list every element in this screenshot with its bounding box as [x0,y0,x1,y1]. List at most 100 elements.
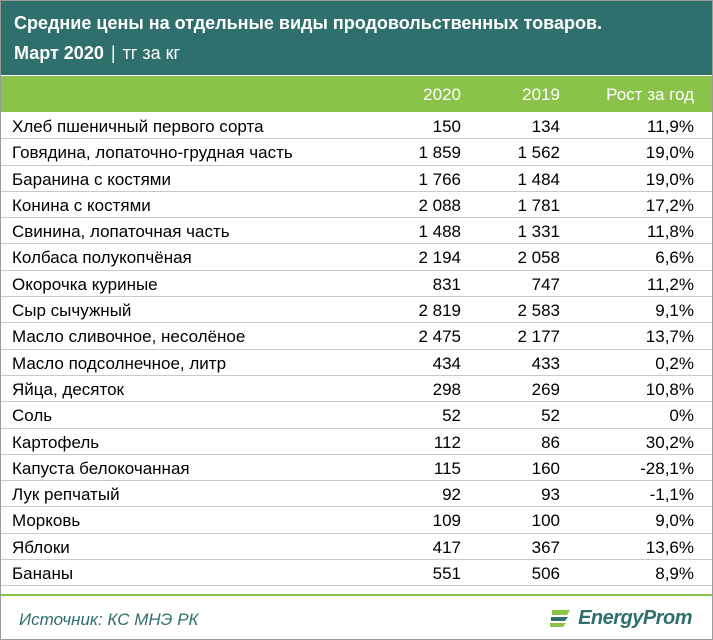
row-name: Баранина с костями [12,169,171,189]
row-name: Сыр сычужный [12,301,132,321]
table-row: Яблоки 417 367 13,6% [1,534,712,561]
energyprom-logo: EnergyProm [548,604,692,632]
table-row: Картофель 112 86 30,2% [1,429,712,455]
row-name: Окорочка куриные [12,274,158,294]
row-value-2020: 150 [432,117,461,136]
table-row: Масло подсолнечное, литр 434 433 0,2% [1,350,712,376]
row-value-2019: 100 [531,511,560,531]
row-growth: 17,2% [645,195,694,215]
row-value-2019: 747 [531,274,560,294]
table-footer: Источник: КС МНЭ РК EnergyProm [1,594,712,640]
table-row: Окорочка куриные 831 747 11,2% [1,271,712,298]
table-header: Средние цены на отдельные виды продоволь… [1,1,712,75]
table-row: Капуста белокочанная 115 160 -28,1% [1,455,712,482]
row-growth: 11,9% [647,117,694,136]
source-note: Источник: КС МНЭ РК [19,610,199,629]
table-subtitle: Март 2020 | тг за кг [14,43,180,64]
table-body: Хлеб пшеничный первого сорта 150 134 11,9% Г… [1,113,712,587]
row-value-2020: 92 [442,485,461,505]
row-value-2020: 115 [433,458,461,478]
row-value-2020: 831 [432,274,461,294]
row-name: Колбаса полукопчёная [12,248,192,268]
row-value-2019: 52 [541,406,560,426]
row-value-2020: 109 [432,511,461,531]
table-title: Средние цены на отдельные виды продоволь… [14,13,603,33]
row-value-2020: 1 766 [418,169,461,189]
row-growth: 0% [669,406,694,426]
row-name: Яйца, десяток [12,379,124,399]
row-name: Хлеб пшеничный первого сорта [12,117,264,136]
row-growth: -28,1% [640,458,694,478]
row-name: Соль [12,406,53,426]
row-name: Конина с костями [12,195,151,215]
row-growth: 10,8% [645,379,694,399]
row-name: Свинина, лопаточная часть [12,222,230,242]
row-value-2020: 1 488 [418,222,461,242]
row-growth: 6,6% [655,248,694,268]
row-value-2020: 434 [432,353,461,373]
row-name: Капуста белокочанная [12,458,190,478]
unit-label: тг за кг [122,43,181,63]
row-value-2019: 86 [541,432,560,452]
table-row: Соль 52 52 0% [1,402,712,429]
row-growth: 13,7% [645,327,694,347]
row-value-2019: 269 [531,379,560,399]
column-header-row: 2020 2019 Рост за год [1,76,712,112]
row-growth: 13,6% [645,537,694,557]
logo-text: EnergyProm [578,606,692,629]
row-name: Лук репчатый [12,485,120,505]
row-name: Бананы [12,564,74,584]
row-name: Морковь [12,511,81,531]
row-value-2019: 2 177 [517,327,560,347]
row-value-2019: 2 583 [517,301,560,321]
table-row: Бананы 551 506 8,9% [1,560,712,587]
row-name: Яблоки [12,537,70,557]
period-label: Март 2020 [14,43,104,63]
row-growth: 30,2% [645,432,694,452]
row-growth: -1,1% [649,485,694,505]
table-row: Сыр сычужный 2 819 2 583 9,1% [1,297,712,324]
row-value-2020: 2 194 [418,248,461,268]
column-header-growth: Рост за год [606,85,694,104]
row-growth: 9,1% [655,301,694,321]
row-growth: 11,8% [647,222,694,242]
row-value-2020: 1 859 [418,143,461,163]
table-row: Яйца, десяток 298 269 10,8% [1,376,712,403]
row-growth: 8,9% [655,564,694,584]
row-growth: 11,2% [647,274,694,294]
energyprom-logo-icon [550,610,571,627]
row-value-2019: 93 [541,485,560,505]
table-row: Баранина с костями 1 766 1 484 19,0% [1,166,712,192]
row-growth: 9,0% [655,511,694,531]
row-value-2020: 417 [432,537,461,557]
row-value-2019: 160 [531,458,560,478]
row-value-2020: 2 088 [418,195,461,215]
row-value-2019: 506 [531,564,560,584]
row-value-2020: 551 [432,564,461,584]
row-value-2020: 2 819 [418,301,461,321]
row-value-2019: 1 781 [517,195,560,215]
row-value-2019: 2 058 [517,248,560,268]
column-header-2020: 2020 [423,85,461,104]
row-value-2019: 367 [531,537,560,557]
row-value-2020: 298 [432,379,461,399]
row-value-2019: 1 562 [517,143,560,163]
subtitle-separator: | [110,43,116,63]
row-value-2019: 134 [531,117,560,136]
row-name: Говядина, лопаточно-грудная часть [12,143,293,163]
row-value-2019: 1 331 [517,222,560,242]
table-row: Морковь 109 100 9,0% [1,507,712,534]
row-value-2020: 2 475 [418,327,461,347]
table-row: Масло сливочное, несолёное 2 475 2 177 13,7… [1,323,712,350]
row-growth: 0,2% [655,353,694,373]
row-name: Масло подсолнечное, литр [12,353,227,373]
column-header-2019: 2019 [522,85,560,104]
table-row: Лук репчатый 92 93 -1,1% [1,481,712,508]
row-growth: 19,0% [645,143,694,163]
row-value-2019: 1 484 [517,169,560,189]
row-name: Картофель [12,432,100,452]
row-name: Масло сливочное, несолёное [12,327,246,347]
table-row: Конина с костями 2 088 1 781 17,2% [1,192,712,219]
row-value-2020: 112 [433,432,461,452]
table-row: Свинина, лопаточная часть 1 488 1 331 11,8% [1,218,712,245]
